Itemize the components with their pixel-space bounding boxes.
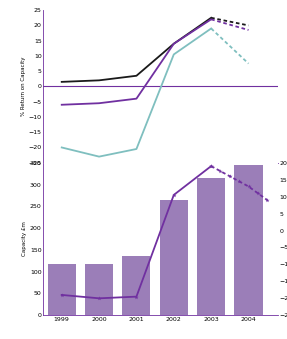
- Point: [209, 163, 214, 169]
- Bar: [48, 264, 76, 315]
- Point: [265, 197, 269, 203]
- Point: [209, 163, 214, 169]
- Y-axis label: % Return on Capacity: % Return on Capacity: [21, 57, 26, 116]
- Legend: Managed, Portfolio, Market, Forecast, Forecast, Forecast: Managed, Portfolio, Market, Forecast, Fo…: [46, 208, 161, 221]
- Bar: [85, 264, 113, 315]
- Point: [97, 296, 101, 301]
- Bar: [234, 165, 263, 315]
- Point: [59, 292, 64, 298]
- Y-axis label: Capacity £m: Capacity £m: [22, 222, 27, 256]
- Point: [218, 168, 223, 174]
- Point: [246, 184, 251, 189]
- Bar: [123, 256, 150, 315]
- Bar: [197, 178, 225, 315]
- Bar: [160, 200, 188, 315]
- Point: [134, 294, 139, 299]
- Point: [237, 179, 241, 184]
- Point: [255, 191, 260, 196]
- Point: [172, 192, 176, 198]
- Point: [228, 174, 232, 179]
